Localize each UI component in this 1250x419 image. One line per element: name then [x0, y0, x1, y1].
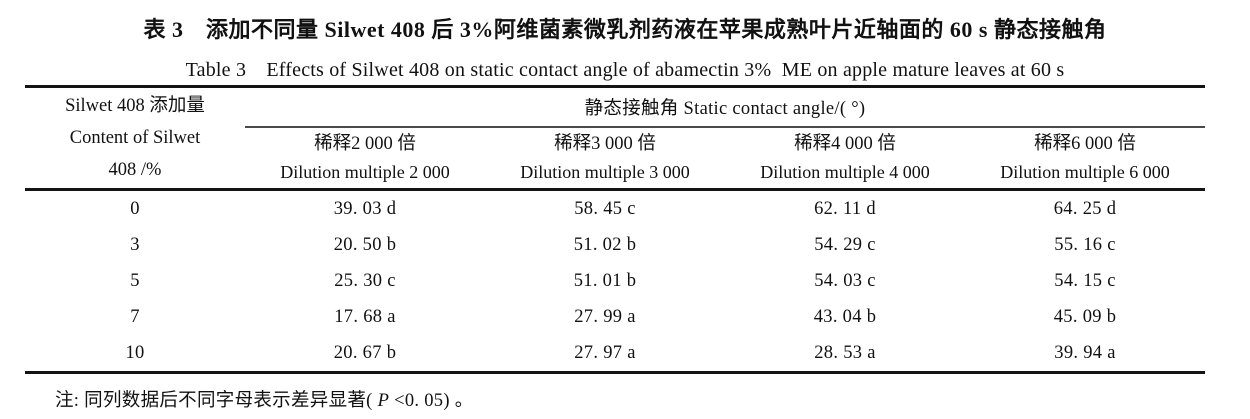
data-cell: 55. 16 c: [1054, 234, 1116, 255]
row-label: 0: [130, 198, 140, 219]
data-cell: 27. 97 a: [574, 342, 636, 363]
column-header-en: Dilution multiple 2 000: [280, 162, 450, 182]
column-header-zh: 稀释2 000 倍: [314, 134, 416, 154]
row-label: 5: [130, 270, 140, 291]
data-cell: 64. 25 d: [1053, 198, 1117, 219]
data-cell: 25. 30 c: [334, 270, 396, 291]
data-cell: 54. 15 c: [1054, 270, 1116, 291]
column-header-dilution-3000: 稀释3 000 倍 Dilution multiple 3 000: [485, 127, 725, 191]
footnote-suffix: <0. 05) 。: [389, 391, 474, 411]
table-row: 10 20. 67 b 27. 97 a 28. 53 a 39. 94 a: [25, 335, 1205, 373]
table-row: 5 25. 30 c 51. 01 b 54. 03 c 54. 15 c: [25, 263, 1205, 299]
row-label: 7: [130, 306, 140, 327]
data-cell: 43. 04 b: [813, 306, 877, 327]
table-row: 0 39. 03 d 58. 45 c 62. 11 d 64. 25 d: [25, 190, 1205, 228]
data-cell: 62. 11 d: [814, 198, 876, 219]
data-cell: 54. 29 c: [814, 234, 876, 255]
data-cell: 28. 53 a: [814, 342, 876, 363]
stub-header-line-2: Content of Silwet: [69, 128, 201, 148]
table-row: 7 17. 68 a 27. 99 a 43. 04 b 45. 09 b: [25, 299, 1205, 335]
data-cell: 17. 68 a: [334, 306, 396, 327]
column-header-dilution-4000: 稀释4 000 倍 Dilution multiple 4 000: [725, 127, 965, 191]
column-header-zh: 稀释4 000 倍: [794, 134, 896, 154]
footnote-p-symbol: P: [377, 391, 390, 411]
table-row: 3 20. 50 b 51. 02 b 54. 29 c 55. 16 c: [25, 227, 1205, 263]
table-title-en: Table 3 Effects of Silwet 408 on static …: [185, 59, 1065, 81]
data-cell: 20. 50 b: [333, 234, 397, 255]
table-title-zh: 表 3 添加不同量 Silwet 408 后 3%阿维菌素微乳剂药液在苹果成熟叶…: [143, 17, 1107, 42]
stub-header-line-3: 408 /%: [108, 160, 162, 180]
data-cell: 54. 03 c: [814, 270, 876, 291]
column-header-en: Dilution multiple 4 000: [760, 162, 930, 182]
table-footnote: 注: 同列数据后不同字母表示差异显著( P <0. 05) 。: [55, 386, 474, 412]
column-header-en: Dilution multiple 3 000: [520, 162, 690, 182]
data-cell: 39. 94 a: [1054, 342, 1116, 363]
header-row-1: Silwet 408 添加量 Content of Silwet 408 /% …: [25, 86, 1206, 191]
data-cell: 58. 45 c: [574, 198, 636, 219]
data-table: Silwet 408 添加量 Content of Silwet 408 /% …: [25, 85, 1206, 374]
data-cell: 45. 09 b: [1053, 306, 1117, 327]
stub-header-line-1: Silwet 408 添加量: [65, 96, 205, 116]
row-label: 3: [130, 234, 140, 255]
data-cell: 51. 01 b: [573, 270, 637, 291]
column-header-dilution-2000: 稀释2 000 倍 Dilution multiple 2 000: [245, 127, 485, 191]
data-table-wrapper: Silwet 408 添加量 Content of Silwet 408 /% …: [25, 85, 1206, 374]
data-cell: 51. 02 b: [573, 234, 637, 255]
column-header-en: Dilution multiple 6 000: [1000, 162, 1170, 182]
stub-header: Silwet 408 添加量 Content of Silwet 408 /%: [25, 86, 245, 191]
span-header-contact-angle: 静态接触角 Static contact angle/( °): [245, 86, 1206, 128]
column-header-zh: 稀释6 000 倍: [1034, 134, 1136, 154]
footnote-prefix: 注: 同列数据后不同字母表示差异显著(: [55, 391, 378, 411]
column-header-zh: 稀释3 000 倍: [554, 134, 656, 154]
row-label: 10: [125, 342, 145, 363]
data-cell: 27. 99 a: [574, 306, 636, 327]
data-cell: 20. 67 b: [333, 342, 397, 363]
data-cell: 39. 03 d: [333, 198, 397, 219]
header-row-2: 稀释2 000 倍 Dilution multiple 2 000 稀释3 00…: [25, 127, 1206, 191]
column-header-dilution-6000: 稀释6 000 倍 Dilution multiple 6 000: [965, 127, 1206, 191]
